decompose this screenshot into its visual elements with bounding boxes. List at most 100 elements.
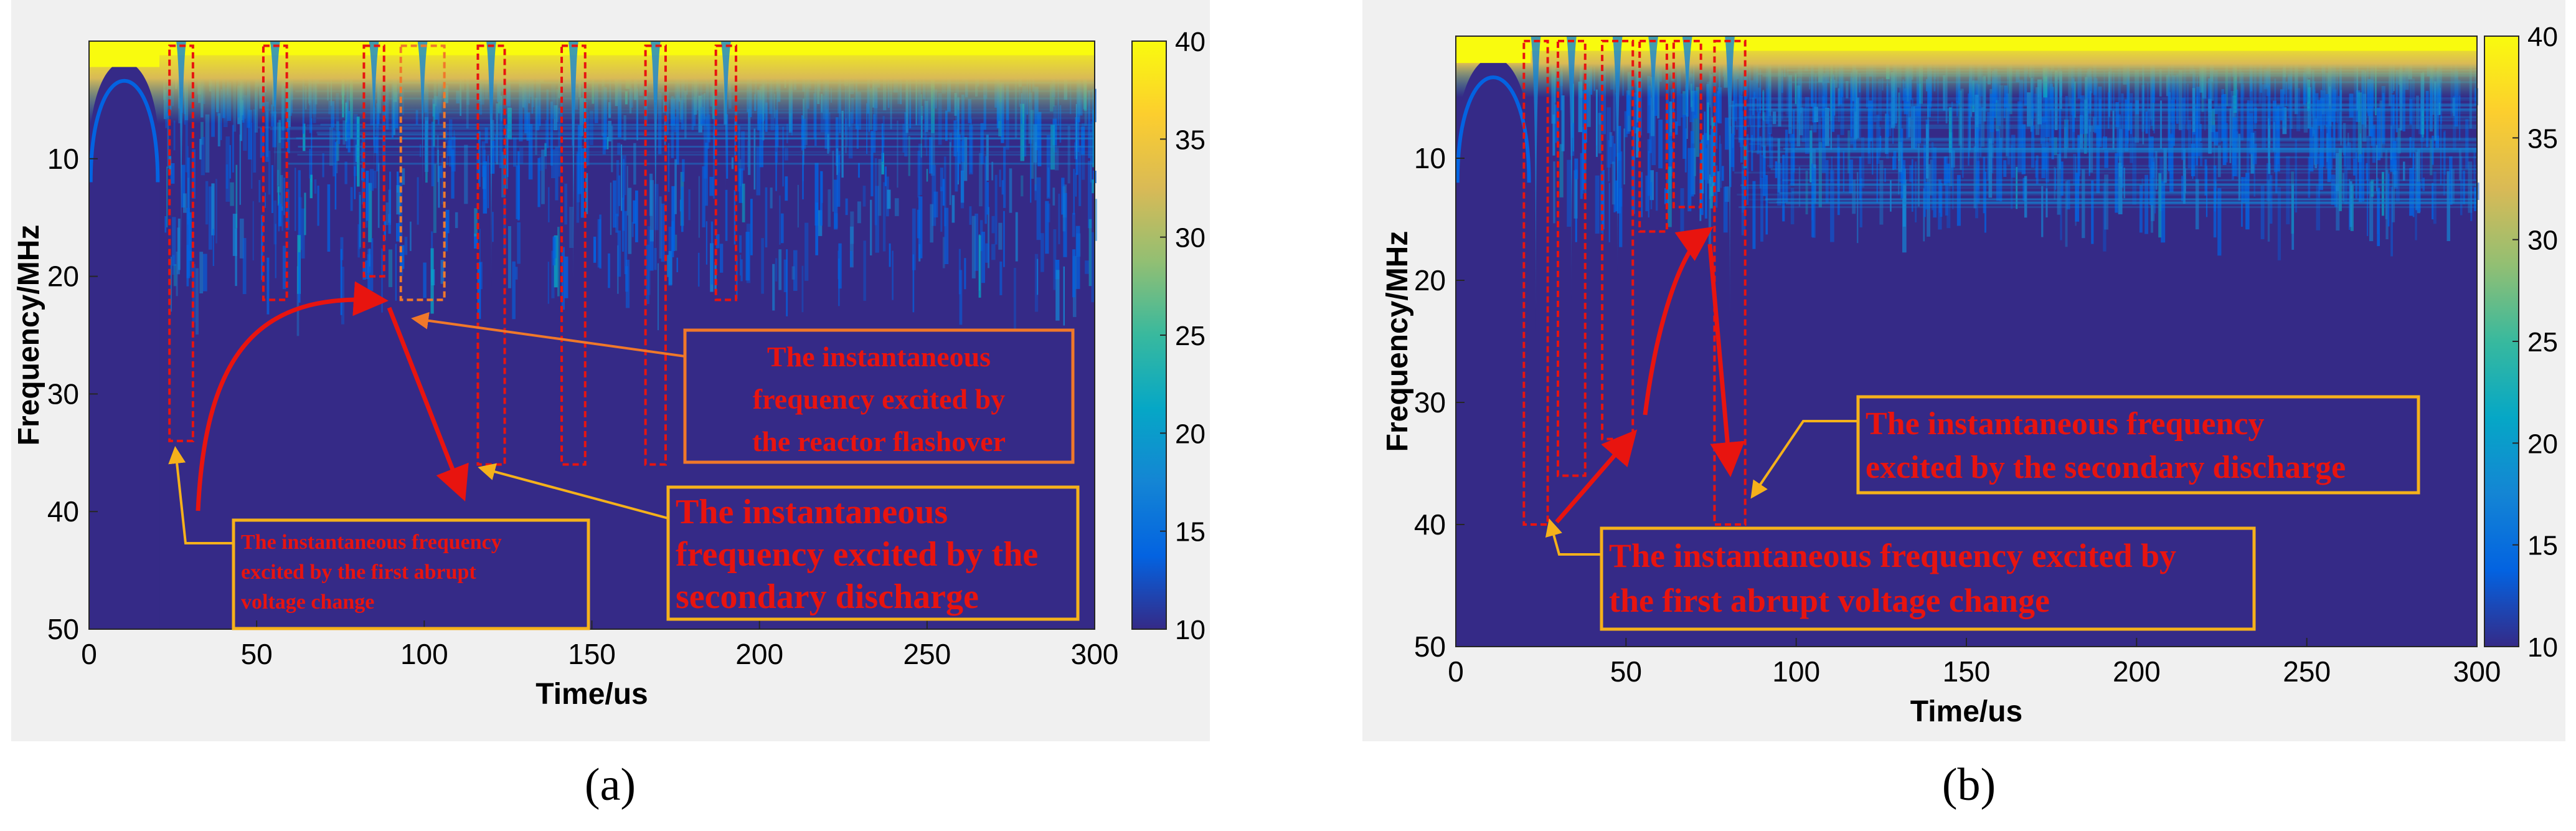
spectral-texture [551, 250, 555, 298]
spectral-texture [782, 126, 784, 187]
spectral-texture [1606, 107, 1611, 168]
spectral-texture [2034, 93, 2037, 113]
x-tick-label: 200 [2113, 655, 2161, 688]
spectral-texture [1014, 268, 1016, 332]
spectral-texture [1682, 114, 1686, 159]
spectral-texture [1960, 88, 1964, 150]
spectral-texture [625, 266, 628, 292]
spectral-texture [1758, 87, 1761, 128]
spectral-texture [1917, 143, 1920, 207]
spectral-texture [2460, 156, 2463, 216]
spectral-texture [1949, 132, 1953, 186]
spectral-texture [2049, 87, 2054, 146]
spectral-texture [2217, 188, 2222, 256]
y-tick-label: 20 [47, 260, 79, 293]
marked-band-box [362, 44, 385, 278]
spectral-texture [1837, 146, 1840, 216]
spectral-streak [1778, 148, 2477, 150]
spectral-texture [1879, 136, 1882, 151]
spectral-texture [1752, 181, 1756, 249]
spectral-texture [396, 223, 400, 242]
discharge-spike [568, 41, 578, 295]
spectral-texture [2237, 135, 2239, 177]
spectral-texture [2130, 93, 2133, 163]
spectral-texture [1824, 107, 1829, 146]
spectral-texture [631, 222, 634, 237]
spectral-texture [2452, 97, 2455, 116]
spectral-texture [1561, 95, 1565, 151]
spectral-texture [2459, 148, 2461, 181]
spectral-texture [681, 186, 684, 232]
spectral-texture [2145, 112, 2148, 134]
spectral-texture [951, 195, 955, 223]
spectral-texture [1825, 160, 1829, 203]
spectral-texture [834, 213, 838, 228]
spectral-texture [1058, 193, 1060, 244]
spectral-texture [368, 183, 372, 242]
spectral-texture [183, 193, 187, 213]
spectral-texture [2418, 107, 2422, 135]
spectral-texture [2169, 133, 2173, 179]
spectral-texture [396, 185, 401, 215]
colorbar-tick-label: 25 [1175, 321, 1205, 351]
initial-pulse-top [1456, 36, 1531, 64]
spectral-texture [2296, 88, 2301, 131]
spectral-texture [585, 173, 588, 214]
spectral-texture [301, 208, 305, 259]
spectral-texture [2395, 137, 2400, 202]
spectral-texture [451, 149, 455, 199]
spectral-texture [376, 103, 379, 172]
y-tick-label: 50 [47, 613, 79, 645]
spectral-texture [173, 120, 176, 151]
spectral-texture [188, 250, 193, 277]
spectral-texture [172, 217, 176, 266]
spectral-texture [882, 116, 885, 147]
annotation-box [683, 328, 1075, 464]
spectral-texture [1608, 183, 1610, 242]
spectral-texture [1055, 148, 1059, 171]
spectral-texture [1952, 158, 1954, 209]
spectral-texture [2260, 185, 2265, 239]
spectral-streak [1756, 98, 2477, 101]
spectral-texture [438, 166, 440, 208]
colorbar-tick-label: 10 [2527, 632, 2558, 663]
spectral-texture [512, 261, 516, 320]
spectral-texture [2275, 154, 2278, 194]
spectral-texture [499, 105, 502, 168]
spectral-texture [740, 254, 742, 276]
spectral-texture [441, 157, 443, 205]
spectral-texture [433, 164, 436, 233]
spectral-texture [2214, 188, 2216, 212]
spectral-texture [635, 190, 638, 242]
spectral-texture [2125, 119, 2127, 136]
spectral-texture [1899, 87, 1902, 142]
spectral-texture [668, 250, 672, 285]
spectral-texture [2397, 128, 2401, 154]
spectral-texture [2085, 77, 2088, 134]
spectral-texture [2176, 74, 2179, 124]
spectral-texture [1672, 88, 1674, 112]
spectral-texture [517, 222, 521, 264]
spectral-texture [894, 198, 899, 216]
spectral-texture [2371, 179, 2374, 197]
spectral-texture [1595, 175, 1600, 234]
spectral-texture [756, 146, 760, 196]
spectral-texture [1925, 181, 1930, 210]
spectral-texture [617, 230, 621, 277]
spectral-texture [1753, 92, 1755, 151]
spectral-texture [584, 98, 586, 163]
spectral-texture [528, 124, 533, 180]
spectral-texture [2214, 120, 2215, 173]
spectral-texture [2142, 72, 2144, 145]
spectral-texture [1081, 126, 1085, 155]
spectral-texture [1721, 166, 1724, 181]
spectral-texture [402, 168, 405, 185]
spectral-texture [298, 170, 301, 235]
spectral-texture [2319, 98, 2324, 167]
spectral-texture [786, 123, 788, 144]
spectral-texture [2080, 95, 2085, 135]
spectral-texture [2007, 103, 2011, 165]
spectral-texture [1658, 120, 1663, 169]
spectral-streak [1734, 137, 2477, 140]
annotation-text: The instantaneous frequency [1866, 406, 2264, 442]
